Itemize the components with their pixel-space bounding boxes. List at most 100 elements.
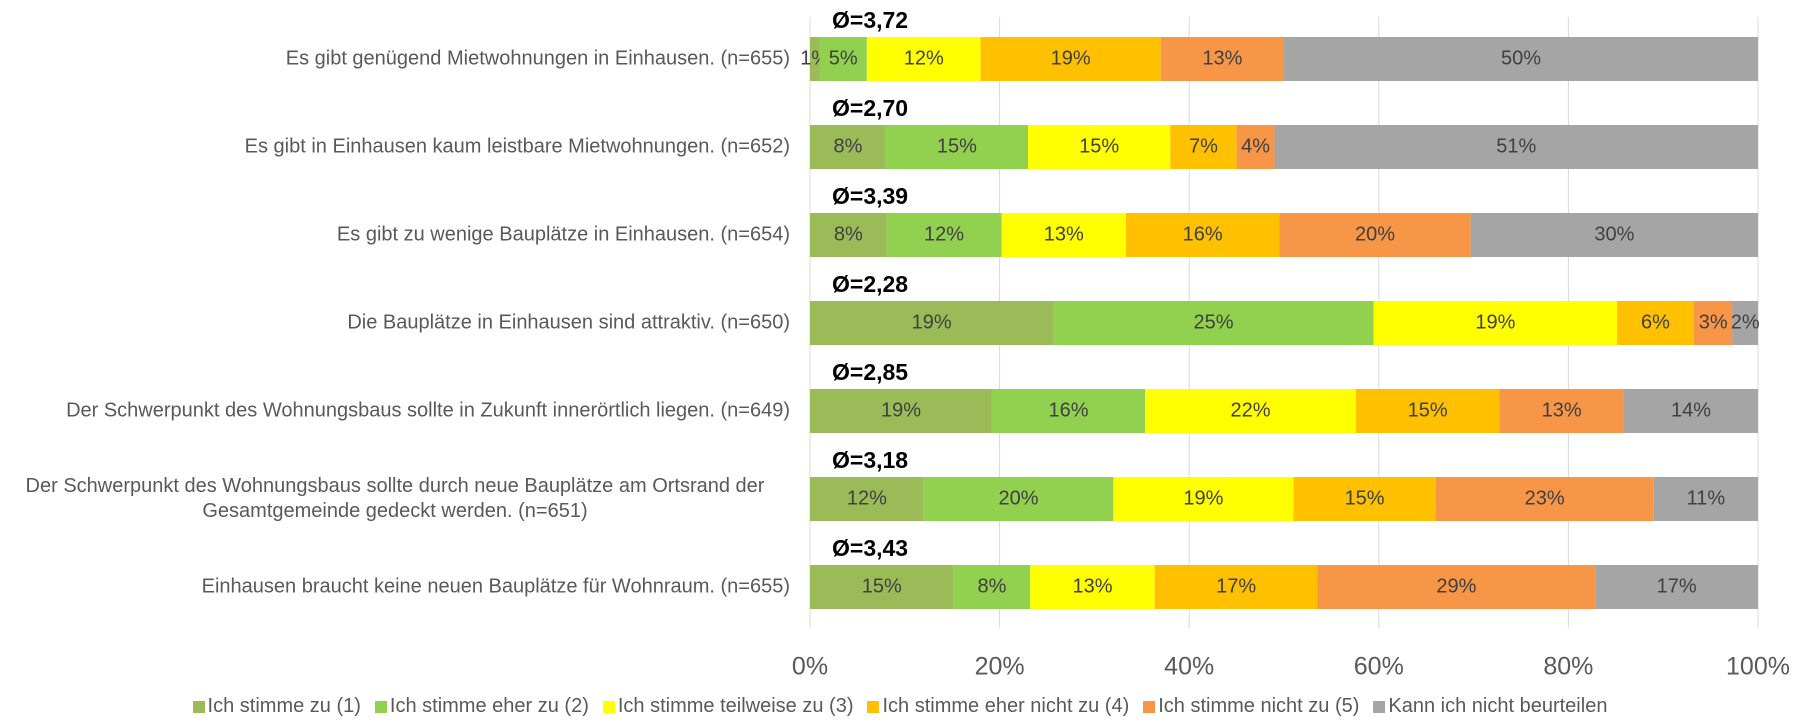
legend-swatch <box>192 700 205 713</box>
category-text: Der Schwerpunkt des Wohnungsbaus sollte … <box>66 399 790 422</box>
bar-segment <box>1623 389 1758 433</box>
category-label: Der Schwerpunkt des Wohnungsbaus sollte … <box>0 399 790 424</box>
data-label: 15% <box>862 575 902 597</box>
annotation: Ø=3,18 <box>832 447 908 473</box>
data-label: 20% <box>1355 223 1395 245</box>
data-label: 19% <box>912 311 952 333</box>
data-label: 23% <box>1525 487 1565 509</box>
bar-segment <box>1617 301 1694 345</box>
legend-item: Ich stimme eher zu (2) <box>374 695 589 718</box>
x-tick-label: 0% <box>792 653 828 681</box>
legend: Ich stimme zu (1) Ich stimme eher zu (2) I… <box>0 695 1800 718</box>
data-label: 2% <box>1731 311 1760 333</box>
legend-swatch <box>374 700 387 713</box>
category-text: Die Bauplätze in Einhausen sind attrakti… <box>347 311 790 334</box>
legend-text: Ich stimme zu (1) <box>207 695 361 717</box>
annotation: Ø=2,70 <box>832 95 908 121</box>
category-label: Der Schwerpunkt des Wohnungsbaus sollte … <box>0 474 790 524</box>
bar-segment <box>1053 301 1374 345</box>
data-label: 17% <box>1216 575 1256 597</box>
bar-segment <box>810 125 886 169</box>
annotation: Ø=2,85 <box>832 359 908 385</box>
bar-segment <box>1355 389 1500 433</box>
legend-item: Ich stimme nicht zu (5) <box>1143 695 1359 718</box>
x-tick-label: 80% <box>1543 653 1593 681</box>
category-label: Die Bauplätze in Einhausen sind attrakti… <box>0 311 790 336</box>
bar-segment <box>810 301 1054 345</box>
bar-segment <box>1160 37 1284 81</box>
bar-segment <box>1028 125 1171 169</box>
legend-item: Kann ich nicht beurteilen <box>1373 695 1607 718</box>
bar-segment <box>819 37 867 81</box>
annotation: Ø=3,39 <box>832 183 908 209</box>
data-label: 50% <box>1501 47 1541 69</box>
bar-segment <box>1274 125 1758 169</box>
legend-item: Ich stimme eher nicht zu (4) <box>867 695 1129 718</box>
bar-segment <box>1030 565 1155 609</box>
bar-segment <box>1293 477 1436 521</box>
data-label: 7% <box>1189 135 1218 157</box>
bar-segment <box>866 37 981 81</box>
legend-item: Ich stimme teilweise zu (3) <box>602 695 853 718</box>
bar-segment <box>1499 389 1624 433</box>
annotation: Ø=2,28 <box>832 271 908 297</box>
bar-segment <box>886 213 1002 257</box>
data-label: 12% <box>904 47 944 69</box>
data-label: 13% <box>1044 223 1084 245</box>
bar-segment <box>1373 301 1618 345</box>
bar-segment <box>810 37 820 81</box>
data-label: 20% <box>999 487 1039 509</box>
bar-segment <box>1236 125 1275 169</box>
data-label: 5% <box>829 47 858 69</box>
data-label: 8% <box>834 223 863 245</box>
data-label: 19% <box>881 399 921 421</box>
data-label: 8% <box>977 575 1006 597</box>
data-label: 30% <box>1594 223 1634 245</box>
bar-segment <box>991 389 1146 433</box>
legend-item: Ich stimme zu (1) <box>192 695 361 718</box>
data-label: 15% <box>1408 399 1448 421</box>
bar-segment <box>1170 125 1237 169</box>
data-label: 19% <box>1183 487 1223 509</box>
category-text: Es gibt zu wenige Bauplätze in Einhausen… <box>336 223 790 246</box>
bar-segment <box>953 565 1031 609</box>
bar-segment <box>1732 301 1758 345</box>
bar-segment <box>1279 213 1471 257</box>
data-label: 4% <box>1241 135 1270 157</box>
data-label: 3% <box>1699 311 1728 333</box>
bar-segment <box>1126 213 1280 257</box>
data-label: 19% <box>1051 47 1091 69</box>
bar-segment <box>1154 565 1318 609</box>
data-label: 6% <box>1641 311 1670 333</box>
data-label: 8% <box>833 135 862 157</box>
bar-segment <box>1470 213 1758 257</box>
bar-segment <box>810 565 954 609</box>
bar-segment <box>1145 389 1356 433</box>
data-label: 11% <box>1687 487 1726 509</box>
annotation: Ø=3,72 <box>832 7 908 33</box>
data-label: 15% <box>1345 487 1385 509</box>
data-label: 12% <box>847 487 887 509</box>
legend-swatch <box>602 700 615 713</box>
data-label: 16% <box>1183 223 1223 245</box>
data-label: 13% <box>1202 47 1242 69</box>
legend-text: Ich stimme nicht zu (5) <box>1158 695 1360 717</box>
data-label: 29% <box>1436 575 1476 597</box>
data-label: 15% <box>1079 135 1119 157</box>
category-text: Der Schwerpunkt des Wohnungsbaus sollte … <box>25 475 765 522</box>
legend-text: Ich stimme eher zu (2) <box>389 695 589 717</box>
bar-segment <box>1001 213 1126 257</box>
category-label: Es gibt genügend Mietwohnungen in Einhau… <box>0 47 790 72</box>
bar-segment <box>1113 477 1294 521</box>
category-label: Es gibt in Einhausen kaum leistbare Miet… <box>0 135 790 160</box>
bar-segment <box>885 125 1029 169</box>
bar-segment <box>1693 301 1733 345</box>
bar-segment <box>1595 565 1758 609</box>
category-label: Einhausen braucht keine neuen Bauplätze … <box>0 575 790 600</box>
legend-swatch <box>867 700 880 713</box>
legend-swatch <box>1373 700 1386 713</box>
x-tick-label: 40% <box>1164 653 1214 681</box>
bar-segment <box>810 477 924 521</box>
